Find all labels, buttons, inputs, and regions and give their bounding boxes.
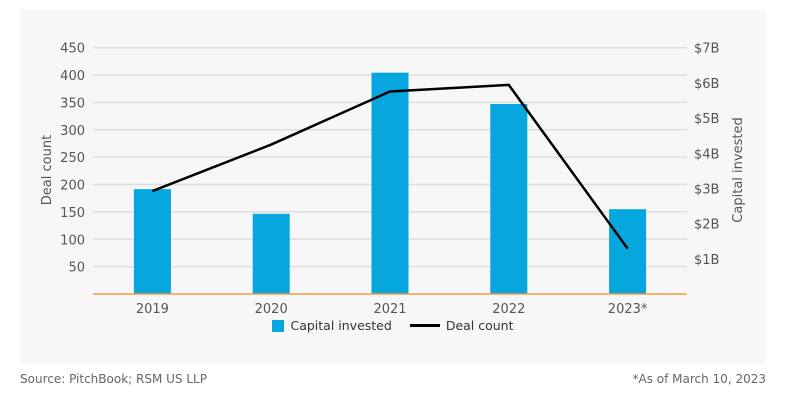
bar-capital-invested — [371, 72, 409, 294]
left-tick-label: 300 — [60, 124, 85, 139]
x-tick-label: 2020 — [255, 302, 288, 317]
bar-capital-invested — [252, 213, 290, 294]
left-tick-label: 200 — [60, 179, 85, 194]
legend-swatch-bar — [272, 319, 285, 332]
legend: Capital invested Deal count — [0, 318, 786, 333]
right-tick-label: $4B — [694, 147, 719, 162]
legend-label: Capital invested — [290, 318, 392, 333]
bar-capital-invested — [133, 189, 171, 294]
x-tick-label: 2021 — [373, 302, 406, 317]
legend-item-deal-count: Deal count — [409, 318, 514, 333]
left-tick-label: 100 — [60, 233, 85, 248]
bar-capital-invested — [609, 209, 647, 294]
bar-capital-invested — [490, 103, 528, 294]
x-tick-label: 2019 — [136, 302, 169, 317]
right-tick-label: $2B — [694, 218, 719, 233]
left-tick-label: 250 — [60, 151, 85, 166]
left-tick-label: 150 — [60, 206, 85, 221]
right-tick-label: $3B — [694, 182, 719, 197]
right-axis-title: Capital invested — [731, 117, 746, 222]
left-tick-label: 450 — [60, 42, 85, 57]
left-tick-label: 400 — [60, 69, 85, 84]
legend-item-capital: Capital invested — [272, 318, 392, 333]
legend-swatch-line — [409, 324, 440, 327]
left-axis-title: Deal count — [40, 135, 55, 205]
legend-label: Deal count — [445, 318, 514, 333]
footnote: *As of March 10, 2023 — [632, 372, 767, 386]
x-tick-label: 2023* — [608, 302, 648, 317]
source-note: Source: PitchBook; RSM US LLP — [20, 372, 207, 386]
right-tick-label: $7B — [694, 42, 719, 57]
right-tick-label: $6B — [694, 77, 719, 92]
line-deal-count — [151, 83, 629, 250]
left-tick-label: 350 — [60, 96, 85, 111]
left-tick-label: 50 — [68, 261, 85, 276]
right-tick-label: $5B — [694, 112, 719, 127]
right-tick-label: $1B — [694, 253, 719, 268]
x-tick-label: 2022 — [492, 302, 525, 317]
